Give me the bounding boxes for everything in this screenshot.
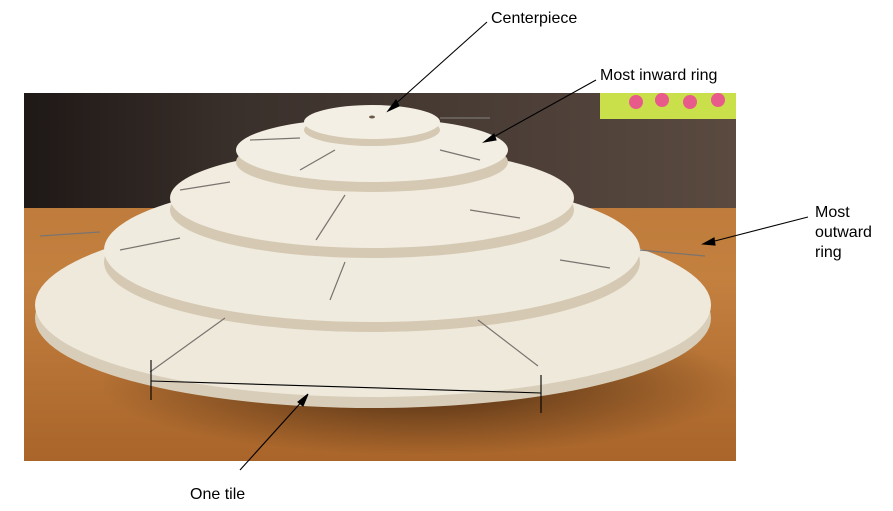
inward-ring-arrow <box>487 79 597 141</box>
tile-arrow <box>239 397 306 471</box>
tile-lines <box>39 117 706 373</box>
centerpiece-disc <box>304 105 440 146</box>
tile-span-line <box>150 380 542 394</box>
annotation-arrows <box>150 21 809 471</box>
inward-ring <box>236 118 508 192</box>
centerpiece-arrow <box>391 21 488 108</box>
toy-box <box>600 93 736 119</box>
most-inward-ring-label: Most inward ring <box>600 67 718 84</box>
photo <box>24 93 740 461</box>
outward-ring-arrow <box>706 216 809 244</box>
centerpiece-label: Centerpiece <box>491 10 578 27</box>
one-tile-label: One tile <box>190 486 246 503</box>
most-outward-ring-label: Most outward ring <box>815 204 872 261</box>
